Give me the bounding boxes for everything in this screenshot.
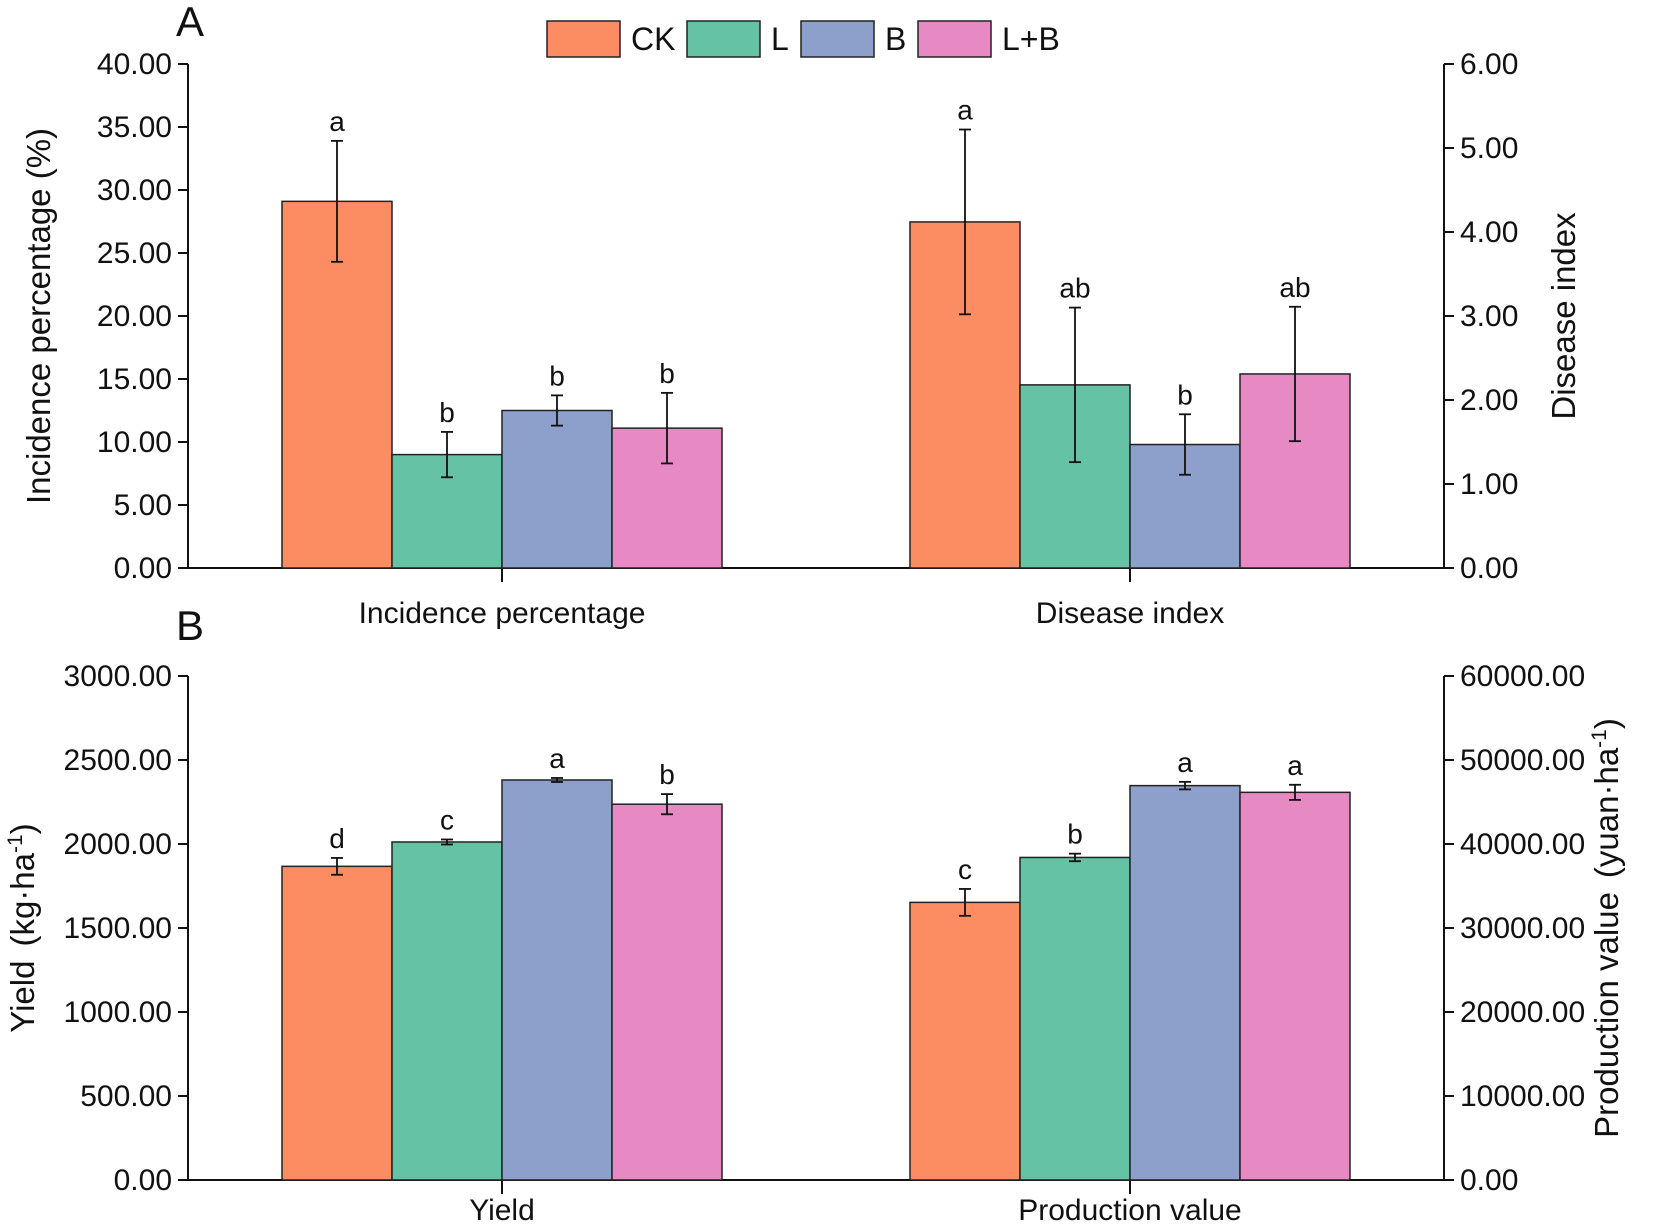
right-tick-label: 3.00 bbox=[1460, 300, 1518, 333]
significance-label: a bbox=[329, 106, 345, 137]
left-tick-label: 15.00 bbox=[97, 363, 172, 396]
significance-label: a bbox=[1287, 750, 1303, 781]
left-tick-label: 10.00 bbox=[97, 426, 172, 459]
panel-b: B 0.00 500.00 1000.00 1500.00 2000.00 2500.00 3… bbox=[4, 602, 1625, 1224]
legend-label-lplusb: L+B bbox=[1002, 21, 1060, 57]
left-tick-label: 500.00 bbox=[80, 1080, 172, 1113]
right-tick-label: 0.00 bbox=[1460, 1164, 1518, 1197]
right-axis-unit: (yuan·ha bbox=[1588, 747, 1625, 878]
right-axis-title-text: Disease index bbox=[1545, 212, 1582, 420]
legend-label-ck: CK bbox=[631, 21, 675, 57]
left-tick-label: 5.00 bbox=[114, 489, 172, 522]
left-axis-title-text: Yield bbox=[4, 961, 41, 1033]
bar-l bbox=[1019, 856, 1131, 1181]
left-tick-label: 1000.00 bbox=[64, 996, 172, 1029]
left-axis-title-text: Incidence percentage (%) bbox=[20, 128, 57, 504]
legend: CK L B L+B bbox=[546, 20, 1060, 58]
significance-label: b bbox=[659, 759, 675, 790]
significance-label: b bbox=[549, 360, 565, 391]
right-tick-label: 2.00 bbox=[1460, 384, 1518, 417]
legend-swatch-ck bbox=[546, 20, 621, 58]
category-label: Incidence percentage bbox=[359, 597, 646, 630]
left-axis-title: Yield (kg·ha-1) bbox=[4, 823, 41, 1032]
right-tick-label: 5.00 bbox=[1460, 132, 1518, 165]
category-label: Disease index bbox=[1036, 597, 1224, 630]
right-axis-title: Production value (yuan·ha-1) bbox=[1588, 718, 1625, 1138]
bar-b bbox=[501, 779, 613, 1181]
right-tick-label: 1.00 bbox=[1460, 468, 1518, 501]
left-tick-label: 20.00 bbox=[97, 300, 172, 333]
bar-l bbox=[391, 841, 503, 1181]
left-tick-label: 3000.00 bbox=[64, 660, 172, 693]
left-axis-title: Incidence percentage (%) bbox=[20, 128, 57, 504]
bar-ck bbox=[909, 901, 1021, 1181]
bar-lplusb bbox=[611, 803, 723, 1181]
left-tick-label: 30.00 bbox=[97, 174, 172, 207]
significance-label: b bbox=[659, 358, 675, 389]
significance-label: ab bbox=[1059, 273, 1090, 304]
right-tick-label: 20000.00 bbox=[1460, 996, 1585, 1029]
significance-label: b bbox=[1177, 379, 1193, 410]
right-axis-unit-close: ) bbox=[1588, 718, 1625, 729]
legend-label-l: L bbox=[771, 21, 789, 57]
legend-swatch-b bbox=[800, 20, 875, 58]
bar-b bbox=[501, 409, 613, 569]
left-tick-label: 0.00 bbox=[114, 1164, 172, 1197]
left-axis-unit-close: ) bbox=[4, 823, 41, 834]
right-axis-title: Disease index bbox=[1545, 212, 1582, 420]
legend-swatch-lplusb bbox=[917, 20, 992, 58]
right-tick-label: 40000.00 bbox=[1460, 828, 1585, 861]
left-tick-label: 35.00 bbox=[97, 111, 172, 144]
panel-a: A 0.00 5.00 10.00 15.00 20.00 25.00 30.00 35.00 4… bbox=[20, 0, 1582, 630]
category-label: Yield bbox=[469, 1194, 535, 1224]
right-tick-label: 50000.00 bbox=[1460, 744, 1585, 777]
significance-label: ab bbox=[1279, 272, 1310, 303]
legend-swatch-l bbox=[686, 20, 761, 58]
significance-label: c bbox=[440, 804, 454, 835]
right-axis-unit-sup: -1 bbox=[1588, 729, 1611, 748]
significance-label: c bbox=[958, 854, 972, 885]
category-label: Production value bbox=[1018, 1194, 1241, 1224]
left-axis-unit-sup: -1 bbox=[4, 834, 27, 853]
bar-b bbox=[1129, 784, 1241, 1181]
panel-label-a: A bbox=[176, 0, 204, 45]
left-tick-label: 0.00 bbox=[114, 552, 172, 585]
right-tick-label: 6.00 bbox=[1460, 48, 1518, 81]
left-axis-unit: (kg·ha bbox=[4, 852, 41, 946]
significance-label: a bbox=[957, 95, 973, 126]
right-tick-label: 30000.00 bbox=[1460, 912, 1585, 945]
left-tick-label: 1500.00 bbox=[64, 912, 172, 945]
right-tick-label: 0.00 bbox=[1460, 552, 1518, 585]
significance-label: a bbox=[549, 743, 565, 774]
legend-label-b: B bbox=[885, 21, 906, 57]
left-tick-label: 2500.00 bbox=[64, 744, 172, 777]
left-tick-label: 2000.00 bbox=[64, 828, 172, 861]
right-axis-title-text: Production value bbox=[1588, 892, 1625, 1138]
bar-ck bbox=[281, 865, 393, 1181]
left-tick-label: 40.00 bbox=[97, 48, 172, 81]
significance-label: b bbox=[1067, 819, 1083, 850]
panel-label-b: B bbox=[176, 602, 204, 649]
significance-label: a bbox=[1177, 747, 1193, 778]
significance-label: b bbox=[439, 397, 455, 428]
right-tick-label: 10000.00 bbox=[1460, 1080, 1585, 1113]
left-tick-label: 25.00 bbox=[97, 237, 172, 270]
bar-lplusb bbox=[1239, 791, 1351, 1181]
right-tick-label: 4.00 bbox=[1460, 216, 1518, 249]
right-tick-label: 60000.00 bbox=[1460, 660, 1585, 693]
significance-label: d bbox=[329, 823, 345, 854]
